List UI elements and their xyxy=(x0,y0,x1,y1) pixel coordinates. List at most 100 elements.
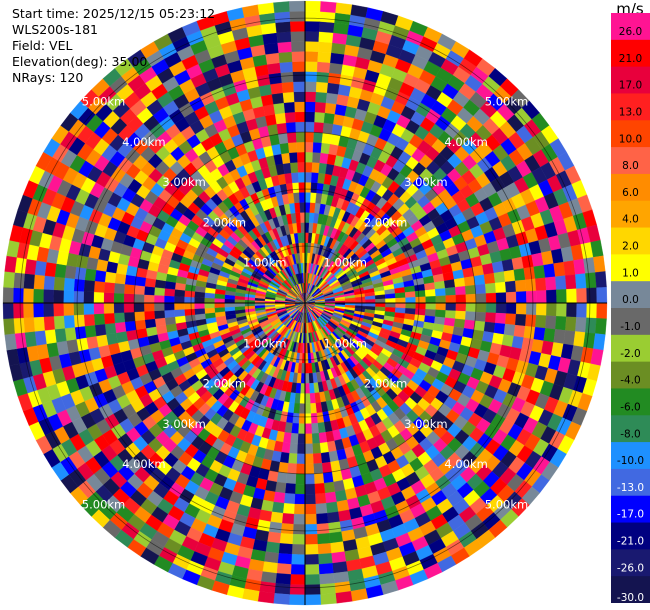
range-gate xyxy=(525,314,537,328)
range-gate xyxy=(485,302,497,314)
range-gate xyxy=(133,293,145,304)
range-gate xyxy=(314,101,327,113)
range-gate xyxy=(265,52,280,65)
range-gate xyxy=(124,320,137,332)
range-gate xyxy=(268,521,283,534)
range-ring-label: 3.00km xyxy=(404,417,447,431)
range-gate xyxy=(2,287,14,304)
range-gate xyxy=(114,272,127,285)
range-gate xyxy=(493,322,506,335)
range-gate xyxy=(93,302,105,315)
range-gate xyxy=(263,551,279,564)
range-gate xyxy=(405,297,416,304)
range-ring-label: 1.00km xyxy=(324,336,367,350)
range-gate xyxy=(224,298,235,304)
range-gate xyxy=(316,533,331,545)
scan-info: Start time: 2025/12/15 05:23:12 WLS200s-… xyxy=(12,6,215,86)
range-gate xyxy=(316,71,330,83)
range-gate xyxy=(288,142,298,153)
range-gate xyxy=(103,292,115,304)
range-gate xyxy=(312,443,321,454)
range-gate xyxy=(123,311,135,323)
range-gate xyxy=(555,316,567,331)
colorbar-swatch xyxy=(611,227,650,255)
range-gate xyxy=(270,82,284,95)
range-gate xyxy=(535,314,547,329)
range-gate xyxy=(299,192,306,203)
range-gate xyxy=(455,302,467,312)
range-gate xyxy=(292,182,300,194)
range-gate xyxy=(313,131,324,143)
range-gate xyxy=(276,122,288,135)
range-gate xyxy=(596,287,608,304)
range-gate xyxy=(330,541,345,554)
range-gate xyxy=(290,432,299,444)
range-gate xyxy=(73,314,85,328)
range-ring-label: 5.00km xyxy=(82,497,125,511)
range-gate xyxy=(536,290,547,304)
range-gate xyxy=(485,282,497,294)
range-gate xyxy=(575,273,587,289)
range-gate xyxy=(375,298,386,304)
range-gate xyxy=(304,20,320,32)
range-gate xyxy=(483,321,496,334)
range-gate xyxy=(134,319,147,330)
range-gate xyxy=(291,554,306,565)
range-gate xyxy=(465,293,477,304)
range-gate xyxy=(322,471,334,484)
range-gate xyxy=(318,432,328,444)
range-gate xyxy=(333,480,345,493)
range-gate xyxy=(505,302,517,315)
range-gate xyxy=(276,563,292,575)
range-gate xyxy=(144,310,155,320)
range-gate xyxy=(295,121,306,133)
range-gate xyxy=(293,513,306,525)
range-gate xyxy=(286,463,297,475)
range-gate xyxy=(465,302,477,313)
range-gate xyxy=(318,41,333,53)
range-gate xyxy=(319,573,335,585)
range-gate xyxy=(274,112,287,125)
range-gate xyxy=(465,311,477,322)
range-gate xyxy=(545,315,557,330)
range-gate xyxy=(163,302,175,311)
range-gate xyxy=(375,302,386,308)
range-gate xyxy=(64,327,77,341)
range-gate xyxy=(318,563,334,575)
range-gate xyxy=(279,142,290,155)
range-gate xyxy=(133,284,145,295)
range-gate xyxy=(282,91,295,103)
range-gate xyxy=(304,513,317,525)
range-gate xyxy=(280,71,294,83)
range-gate xyxy=(73,278,85,292)
range-gate xyxy=(174,309,186,317)
range-gate xyxy=(285,473,297,485)
colorbar-swatch xyxy=(611,442,650,470)
range-gate xyxy=(304,121,315,133)
range-gate xyxy=(304,554,319,565)
range-gate xyxy=(473,320,486,332)
range-gate xyxy=(308,372,314,384)
range-gate xyxy=(586,302,598,319)
range-gate xyxy=(284,483,296,495)
colorbar-tick-label: -2.0 xyxy=(620,348,641,360)
range-gate xyxy=(314,493,327,505)
range-gate xyxy=(304,51,319,62)
range-gate xyxy=(536,302,547,316)
range-gate xyxy=(473,274,486,286)
range-gate xyxy=(515,302,527,315)
range-gate xyxy=(164,316,176,326)
range-ring-label: 4.00km xyxy=(444,135,487,149)
range-gate xyxy=(133,311,145,322)
colorbar-tick-label: -21.0 xyxy=(617,536,644,548)
range-gate xyxy=(115,331,128,343)
range-gate xyxy=(595,271,607,288)
range-gate xyxy=(566,288,577,304)
range-gate xyxy=(113,292,125,304)
range-gate xyxy=(318,31,334,43)
colorbar-swatch xyxy=(611,39,650,68)
range-gate xyxy=(515,291,527,304)
range-gate xyxy=(289,584,306,596)
range-gate xyxy=(329,62,343,75)
range-gate xyxy=(326,82,340,95)
